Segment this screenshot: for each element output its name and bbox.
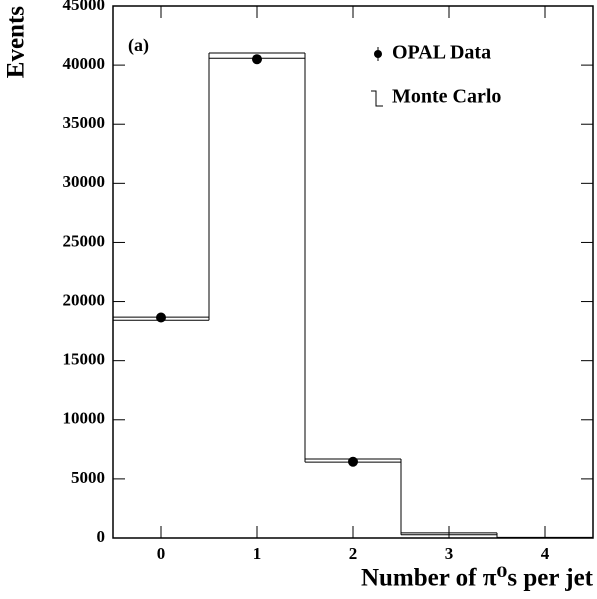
y-tick-label: 45000 — [63, 0, 106, 14]
annotation: (a) — [128, 35, 149, 56]
x-tick-label: 2 — [349, 544, 358, 563]
legend-label: OPAL Data — [392, 42, 491, 64]
y-tick-label: 20000 — [63, 290, 106, 309]
legend-label: Monte Carlo — [392, 86, 501, 108]
x-tick-label: 4 — [541, 544, 550, 563]
x-axis-label: Number of π⁰s per jet — [361, 565, 594, 592]
y-tick-label: 15000 — [63, 350, 106, 369]
y-tick-label: 5000 — [71, 468, 105, 487]
legend-marker — [371, 90, 383, 107]
y-tick-label: 25000 — [63, 231, 106, 250]
y-tick-label: 0 — [97, 527, 106, 546]
y-tick-label: 35000 — [63, 113, 106, 132]
y-axis-label: Events — [3, 6, 30, 79]
x-tick-label: 0 — [157, 544, 166, 563]
y-tick-label: 30000 — [63, 172, 106, 191]
y-tick-label: 40000 — [63, 54, 106, 73]
data-point — [252, 54, 262, 65]
y-tick-label: 10000 — [63, 409, 106, 428]
x-tick-label: 1 — [253, 544, 262, 563]
x-tick-label: 3 — [445, 544, 454, 563]
